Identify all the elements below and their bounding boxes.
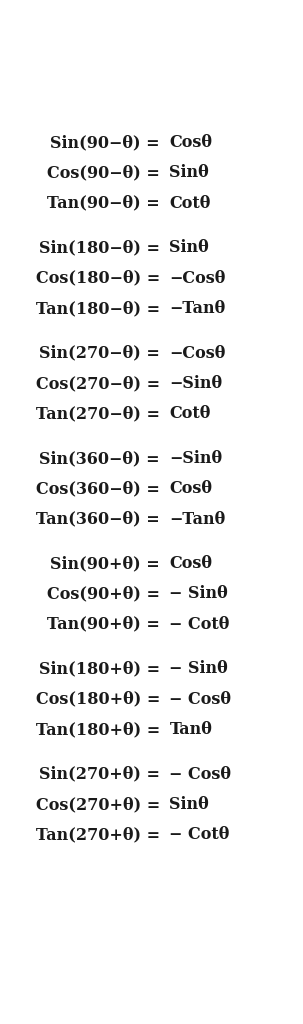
- Text: Cos(180−θ) =: Cos(180−θ) =: [36, 269, 160, 287]
- Text: Cotθ: Cotθ: [169, 195, 211, 212]
- Text: Cos(90−θ) =: Cos(90−θ) =: [47, 165, 160, 181]
- Text: − Cosθ: − Cosθ: [169, 766, 231, 782]
- Text: −Tanθ: −Tanθ: [169, 300, 226, 317]
- Text: Tan(180+θ) =: Tan(180+θ) =: [36, 721, 160, 738]
- Text: Tan(270+θ) =: Tan(270+θ) =: [36, 826, 160, 844]
- Text: Cos(270+θ) =: Cos(270+θ) =: [36, 796, 160, 813]
- Text: −Tanθ: −Tanθ: [169, 511, 226, 527]
- Text: Sin(180+θ) =: Sin(180+θ) =: [39, 660, 160, 678]
- Text: Cos(360−θ) =: Cos(360−θ) =: [36, 480, 160, 498]
- Text: Sin(360−θ) =: Sin(360−θ) =: [39, 450, 160, 467]
- Text: Cotθ: Cotθ: [169, 406, 211, 422]
- Text: Sin(180−θ) =: Sin(180−θ) =: [39, 240, 160, 256]
- Text: −Sinθ: −Sinθ: [169, 450, 222, 467]
- Text: Tan(360−θ) =: Tan(360−θ) =: [36, 511, 160, 527]
- Text: Tan(90−θ) =: Tan(90−θ) =: [47, 195, 160, 212]
- Text: − Cotθ: − Cotθ: [169, 615, 230, 633]
- Text: Cosθ: Cosθ: [169, 480, 212, 498]
- Text: Tan(180−θ) =: Tan(180−θ) =: [36, 300, 160, 317]
- Text: Cos(180+θ) =: Cos(180+θ) =: [36, 691, 160, 708]
- Text: −Cosθ: −Cosθ: [169, 345, 226, 361]
- Text: Tan(270−θ) =: Tan(270−θ) =: [36, 406, 160, 422]
- Text: Sinθ: Sinθ: [169, 796, 209, 813]
- Text: − Sinθ: − Sinθ: [169, 660, 228, 678]
- Text: Cosθ: Cosθ: [169, 134, 212, 152]
- Text: Cos(270−θ) =: Cos(270−θ) =: [36, 375, 160, 392]
- Text: Tan(90+θ) =: Tan(90+θ) =: [47, 615, 160, 633]
- Text: Tanθ: Tanθ: [169, 721, 212, 738]
- Text: −Cosθ: −Cosθ: [169, 269, 226, 287]
- Text: Sin(270+θ) =: Sin(270+θ) =: [39, 766, 160, 782]
- Text: Cos(90+θ) =: Cos(90+θ) =: [47, 586, 160, 602]
- Text: −Sinθ: −Sinθ: [169, 375, 222, 392]
- Text: Sin(270−θ) =: Sin(270−θ) =: [39, 345, 160, 361]
- Text: Cosθ: Cosθ: [169, 555, 212, 572]
- Text: − Cotθ: − Cotθ: [169, 826, 230, 844]
- Text: Sinθ: Sinθ: [169, 240, 209, 256]
- Text: Sin(90+θ) =: Sin(90+θ) =: [50, 555, 160, 572]
- Text: Sinθ: Sinθ: [169, 165, 209, 181]
- Text: − Cosθ: − Cosθ: [169, 691, 231, 708]
- Text: − Sinθ: − Sinθ: [169, 586, 228, 602]
- Text: Sin(90−θ) =: Sin(90−θ) =: [50, 134, 160, 152]
